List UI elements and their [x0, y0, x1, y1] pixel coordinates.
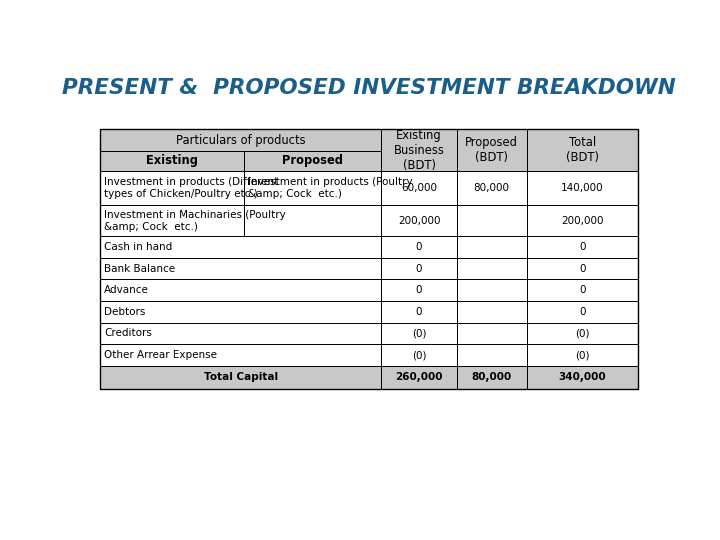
Text: 0: 0 — [579, 264, 585, 274]
Text: (0): (0) — [575, 350, 590, 360]
Text: Particulars of products: Particulars of products — [176, 133, 305, 146]
Text: Total Capital: Total Capital — [204, 373, 278, 382]
Text: 0: 0 — [579, 242, 585, 252]
Text: 60,000: 60,000 — [401, 183, 437, 193]
Bar — [382, 301, 456, 322]
Text: Investment in products (Different
types of Chicken/Poultry etc.): Investment in products (Different types … — [104, 177, 278, 199]
Text: Creditors: Creditors — [104, 328, 152, 339]
Bar — [244, 171, 382, 205]
Bar — [526, 279, 638, 301]
Text: 0: 0 — [415, 264, 422, 274]
Text: Advance: Advance — [104, 285, 149, 295]
Text: Other Arrear Expense: Other Arrear Expense — [104, 350, 217, 360]
Bar — [382, 279, 456, 301]
Text: 0: 0 — [415, 242, 422, 252]
Bar — [100, 322, 382, 344]
Bar — [526, 236, 638, 258]
Text: Investment in products (Poultry
&amp; Cock  etc.): Investment in products (Poultry &amp; Co… — [248, 177, 413, 199]
Bar — [526, 366, 638, 389]
Bar — [244, 205, 382, 236]
Bar — [456, 301, 526, 322]
Bar — [456, 344, 526, 366]
Bar — [382, 236, 456, 258]
Text: (0): (0) — [575, 328, 590, 339]
Text: (0): (0) — [412, 328, 426, 339]
Bar — [382, 344, 456, 366]
Bar — [526, 171, 638, 205]
Bar — [100, 301, 382, 322]
Bar — [100, 129, 382, 151]
Bar — [382, 171, 456, 205]
Bar — [382, 258, 456, 279]
Text: 200,000: 200,000 — [561, 215, 603, 226]
Bar — [244, 151, 382, 171]
Text: 260,000: 260,000 — [395, 373, 443, 382]
Text: Existing: Existing — [146, 154, 198, 167]
Bar — [456, 205, 526, 236]
Text: 0: 0 — [415, 307, 422, 317]
Text: 140,000: 140,000 — [561, 183, 603, 193]
Bar — [382, 205, 456, 236]
Bar — [456, 258, 526, 279]
Bar — [456, 322, 526, 344]
Text: PRESENT &  PROPOSED INVESTMENT BREAKDOWN: PRESENT & PROPOSED INVESTMENT BREAKDOWN — [62, 78, 676, 98]
Bar — [100, 366, 382, 389]
Text: 0: 0 — [579, 285, 585, 295]
Bar — [100, 151, 244, 171]
Bar — [382, 322, 456, 344]
Bar — [526, 301, 638, 322]
Bar — [526, 322, 638, 344]
Bar — [456, 129, 526, 171]
Text: (0): (0) — [412, 350, 426, 360]
Text: Proposed
(BDT): Proposed (BDT) — [465, 136, 518, 164]
Bar — [456, 279, 526, 301]
Bar — [456, 236, 526, 258]
Text: Total
(BDT): Total (BDT) — [566, 136, 599, 164]
Bar — [100, 129, 638, 389]
Bar — [100, 236, 382, 258]
Bar — [526, 129, 638, 171]
Bar — [100, 279, 382, 301]
Text: 200,000: 200,000 — [397, 215, 440, 226]
Bar — [526, 205, 638, 236]
Text: Bank Balance: Bank Balance — [104, 264, 175, 274]
Text: 80,000: 80,000 — [472, 373, 512, 382]
Bar — [456, 171, 526, 205]
Text: Existing
Business
(BDT): Existing Business (BDT) — [394, 129, 444, 172]
Bar — [382, 129, 456, 171]
Bar — [100, 258, 382, 279]
Bar — [382, 366, 456, 389]
Bar — [100, 205, 244, 236]
Text: Cash in hand: Cash in hand — [104, 242, 172, 252]
Text: 340,000: 340,000 — [559, 373, 606, 382]
Text: Investment in Machinaries (Poultry
&amp; Cock  etc.): Investment in Machinaries (Poultry &amp;… — [104, 210, 286, 232]
Text: 80,000: 80,000 — [474, 183, 510, 193]
Bar — [526, 258, 638, 279]
Text: 0: 0 — [415, 285, 422, 295]
Text: Proposed: Proposed — [282, 154, 343, 167]
Bar — [100, 344, 382, 366]
Bar — [456, 366, 526, 389]
Text: 0: 0 — [579, 307, 585, 317]
Text: Debtors: Debtors — [104, 307, 145, 317]
Bar — [526, 344, 638, 366]
Bar — [100, 171, 244, 205]
